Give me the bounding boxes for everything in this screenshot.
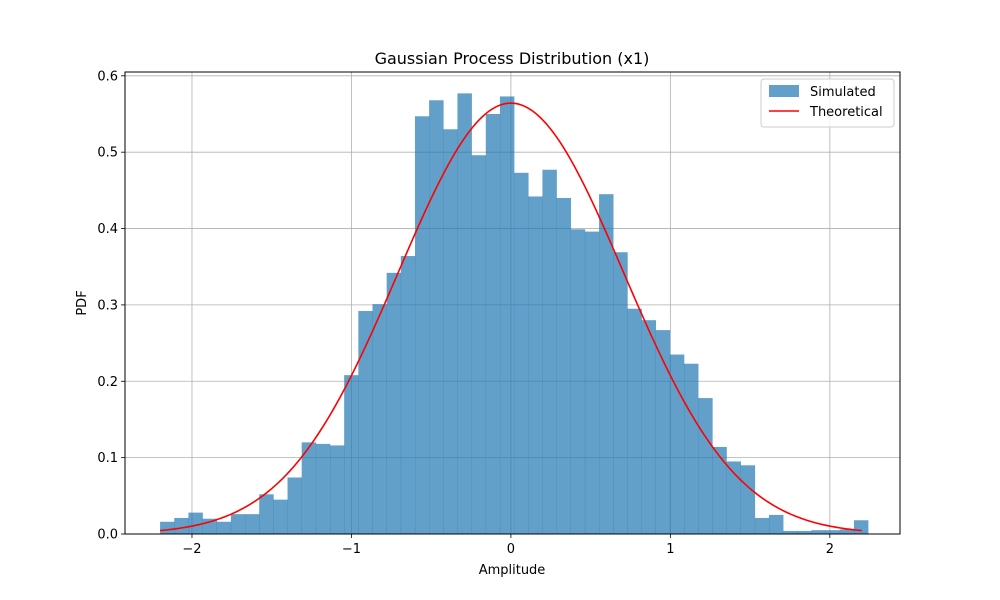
histogram-bar bbox=[344, 375, 359, 534]
histogram-bar bbox=[372, 304, 387, 534]
histogram-bar bbox=[570, 229, 586, 535]
histogram-bar bbox=[443, 129, 458, 535]
histogram-bar bbox=[627, 308, 642, 534]
histogram-bar bbox=[712, 446, 727, 534]
histogram-bar bbox=[400, 256, 416, 534]
y-tick-label: 0.4 bbox=[97, 222, 118, 237]
histogram-bar bbox=[754, 517, 770, 534]
legend-label-simulated: Simulated bbox=[810, 85, 876, 100]
histogram-bar bbox=[386, 272, 402, 534]
theoretical-curve bbox=[160, 102, 862, 532]
histogram-bar bbox=[245, 514, 260, 534]
histogram-bar bbox=[613, 252, 628, 534]
histogram-bar bbox=[726, 461, 741, 534]
x-tick-label: −1 bbox=[342, 542, 361, 557]
tick-layer: −2 −1 0 1 2 0.0 0.1 0.2 0.3 0.4 0.5 0.6 bbox=[97, 69, 834, 557]
histogram-bar bbox=[188, 512, 203, 534]
histogram-bar bbox=[330, 445, 345, 534]
x-tick-label: −2 bbox=[182, 542, 201, 557]
histogram-bar bbox=[160, 521, 175, 534]
histogram-bar bbox=[783, 530, 798, 534]
x-tick-label: 2 bbox=[826, 542, 834, 557]
chart-title: Gaussian Process Distribution (x1) bbox=[375, 49, 650, 68]
y-tick-label: 0.6 bbox=[97, 69, 118, 84]
histogram-bar bbox=[797, 530, 812, 534]
histogram-bar bbox=[414, 116, 430, 535]
histogram-bar bbox=[230, 514, 246, 534]
histogram-bar bbox=[457, 93, 472, 534]
histogram-bar bbox=[528, 196, 543, 535]
histogram-bar bbox=[599, 194, 614, 534]
histogram-bar bbox=[273, 499, 288, 534]
histogram-bar bbox=[429, 100, 444, 534]
histogram-bar bbox=[853, 520, 869, 534]
histogram-bar bbox=[669, 354, 685, 534]
legend-swatch-simulated bbox=[769, 85, 799, 97]
histogram-bar bbox=[499, 96, 515, 534]
y-axis-label: PDF bbox=[75, 290, 90, 315]
histogram-bar bbox=[556, 198, 572, 534]
histogram-bar bbox=[825, 530, 841, 534]
histogram-bar bbox=[542, 169, 557, 534]
x-tick-label: 0 bbox=[507, 542, 515, 557]
histogram-bar bbox=[740, 465, 756, 534]
histogram-bar bbox=[768, 514, 784, 534]
histogram-bar bbox=[358, 311, 373, 534]
x-axis-label: Amplitude bbox=[479, 563, 546, 578]
plot-frame bbox=[124, 71, 901, 535]
histogram-bar bbox=[684, 363, 699, 534]
legend-label-theoretical: Theoretical bbox=[809, 105, 883, 120]
histogram-bar bbox=[259, 494, 274, 534]
histogram-bar bbox=[301, 442, 317, 534]
histogram-bar bbox=[485, 114, 501, 534]
y-tick-label: 0.3 bbox=[97, 298, 118, 313]
legend: Simulated Theoretical bbox=[760, 78, 895, 128]
histogram-bar bbox=[584, 231, 600, 534]
y-tick-label: 0.1 bbox=[97, 451, 118, 466]
histogram-bars bbox=[160, 93, 869, 535]
histogram-bar bbox=[839, 529, 855, 534]
y-tick-label: 0.5 bbox=[97, 146, 118, 161]
histogram-bar bbox=[698, 398, 713, 534]
histogram-bar bbox=[471, 155, 487, 534]
y-tick-label: 0.0 bbox=[97, 528, 118, 543]
histogram-bar bbox=[811, 530, 826, 534]
histogram-bar bbox=[641, 320, 656, 534]
histogram-bar bbox=[287, 477, 302, 534]
histogram-bar bbox=[216, 521, 232, 534]
histogram-bar bbox=[514, 172, 529, 535]
histogram-bar bbox=[315, 443, 331, 534]
x-tick-label: 1 bbox=[666, 542, 674, 557]
y-tick-label: 0.2 bbox=[97, 375, 118, 390]
histogram-bar bbox=[655, 330, 671, 534]
histogram-bar bbox=[174, 517, 189, 534]
